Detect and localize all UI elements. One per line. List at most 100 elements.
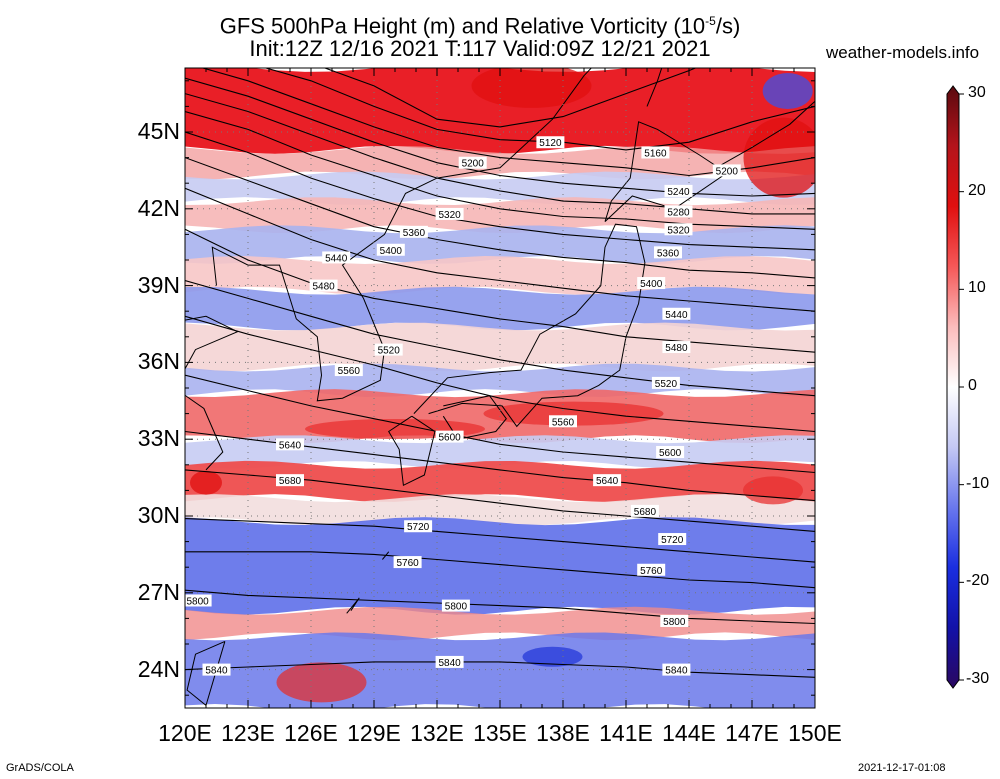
svg-text:5680: 5680	[279, 476, 302, 487]
contour-line-5840	[185, 661, 815, 678]
vorticity-core	[762, 73, 813, 110]
contour-label: 5800	[441, 599, 470, 613]
svg-text:5400: 5400	[640, 279, 663, 290]
contour-label: 5760	[637, 563, 666, 577]
svg-text:5440: 5440	[325, 253, 348, 264]
svg-text:5720: 5720	[407, 522, 430, 533]
contour-label: 5120	[536, 136, 565, 149]
colorbar-label: 0	[968, 377, 977, 394]
x-tick-label: 129E	[347, 720, 401, 746]
contour-label: 5440	[662, 307, 691, 321]
x-tick-label: 138E	[536, 720, 590, 746]
y-tick-label: 36N	[137, 348, 180, 375]
contour-label: 5360	[399, 225, 428, 239]
chart-subtitle: Init:12Z 12/16 2021 T:117 Valid:09Z 12/2…	[249, 36, 711, 61]
x-tick-label: 132E	[410, 720, 464, 746]
svg-text:5520: 5520	[655, 379, 678, 390]
svg-text:5600: 5600	[438, 433, 461, 444]
contour-line-5800	[185, 589, 815, 625]
contour-label: 5200	[458, 156, 487, 170]
vorticity-band	[185, 494, 815, 526]
colorbar-label: 10	[968, 279, 986, 297]
svg-text:5800: 5800	[186, 596, 209, 607]
vorticity-band	[185, 322, 815, 372]
contour-labels: 5120 5200 5160 5200 5240 5280 5320 5320 5360 5360…	[185, 136, 741, 677]
svg-text:5280: 5280	[667, 207, 690, 218]
svg-text:5640: 5640	[279, 440, 302, 451]
contour-label: 5600	[656, 446, 685, 459]
contour-label: 5680	[276, 474, 304, 487]
contour-line-5320	[185, 110, 815, 230]
contour-label: 5760	[393, 556, 422, 569]
y-tick-label: 30N	[137, 502, 180, 528]
svg-text:5840: 5840	[205, 666, 228, 677]
svg-text:5320: 5320	[438, 210, 461, 221]
colorbar	[946, 85, 964, 689]
contour-label: 5400	[376, 243, 405, 257]
contour-label: 5560	[334, 364, 363, 377]
contour-label: 5840	[662, 663, 691, 677]
colorbar-label: 20	[968, 181, 986, 199]
x-tick-label: 147E	[725, 720, 779, 746]
vorticity-band	[185, 606, 815, 641]
svg-text:5160: 5160	[644, 148, 667, 159]
contour-label: 5440	[322, 251, 351, 264]
svg-text:5360: 5360	[403, 228, 426, 239]
coastline-segment	[186, 640, 226, 707]
svg-text:5680: 5680	[634, 507, 657, 518]
svg-text:5400: 5400	[380, 246, 403, 257]
vorticity-core	[743, 117, 815, 198]
x-tick-label: 144E	[662, 720, 716, 746]
contour-line-5120	[323, 68, 697, 128]
contour-label: 5720	[658, 533, 687, 546]
y-tick-label: 33N	[137, 425, 180, 452]
contour-line-5360	[185, 131, 815, 251]
colorbar-label: -30	[966, 670, 990, 687]
contour-label: 5720	[404, 520, 433, 533]
contour-line-5480	[185, 228, 815, 353]
vorticity-band	[185, 517, 815, 615]
svg-text:5560: 5560	[338, 366, 361, 377]
svg-text:5760: 5760	[640, 566, 663, 577]
svg-text:5440: 5440	[665, 310, 688, 321]
axis-ticks	[184, 68, 816, 708]
svg-text:5480: 5480	[665, 343, 688, 354]
svg-text:5600: 5600	[659, 448, 682, 459]
svg-text:5320: 5320	[667, 225, 690, 236]
contour-label: 5520	[651, 376, 680, 390]
svg-text:5720: 5720	[661, 535, 684, 546]
colorbar-label: -20	[966, 572, 990, 590]
coastline-segment	[413, 223, 646, 428]
contour-line-5600	[185, 374, 815, 474]
contour-line-5440	[185, 187, 815, 312]
svg-text:5360: 5360	[657, 248, 680, 259]
colorbar-label: -10	[966, 474, 990, 492]
contour-label: 5840	[435, 655, 464, 669]
x-tick-label: 141E	[599, 720, 653, 746]
svg-text:5480: 5480	[312, 282, 335, 293]
y-tick-label: 27N	[137, 578, 180, 605]
contour-line-5240	[185, 77, 815, 197]
svg-text:5800: 5800	[663, 617, 686, 628]
contour-line-5200	[200, 68, 815, 177]
y-tick-label: 39N	[137, 271, 180, 298]
contour-label: 5320	[435, 207, 464, 221]
vorticity-core	[743, 476, 803, 505]
svg-text:5560: 5560	[552, 417, 575, 428]
coastline-segment	[346, 597, 360, 614]
site-name: weather-models.info	[826, 43, 980, 62]
contour-label: 5240	[664, 184, 693, 198]
svg-text:5640: 5640	[596, 476, 619, 487]
contour-label: 5800	[660, 614, 689, 628]
y-tick-label: 24N	[137, 655, 180, 682]
colorbar-label: 30	[968, 84, 986, 101]
vorticity-core	[522, 646, 583, 667]
vorticity-core	[483, 401, 664, 426]
coastline-segment	[211, 68, 592, 402]
coastline-segment	[646, 68, 663, 107]
x-tick-label: 123E	[221, 720, 275, 746]
coastline-segment	[185, 315, 239, 471]
contour-label: 5320	[664, 223, 693, 236]
y-tick-label: 45N	[137, 118, 180, 144]
